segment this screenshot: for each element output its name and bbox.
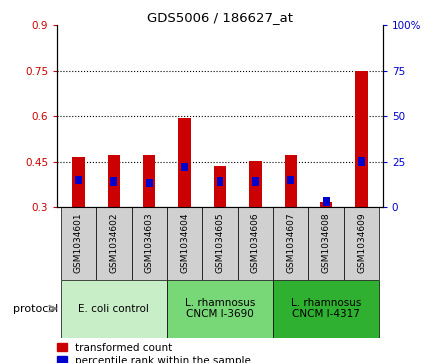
Text: GSM1034607: GSM1034607 <box>286 213 295 273</box>
FancyBboxPatch shape <box>132 207 167 280</box>
Bar <box>356 72 368 207</box>
Text: GSM1034604: GSM1034604 <box>180 213 189 273</box>
FancyBboxPatch shape <box>96 207 132 280</box>
Bar <box>178 118 191 207</box>
Bar <box>143 155 155 207</box>
Bar <box>181 163 188 171</box>
Bar <box>323 197 330 205</box>
Text: GSM1034601: GSM1034601 <box>74 213 83 273</box>
Bar <box>146 179 153 187</box>
FancyBboxPatch shape <box>238 207 273 280</box>
Text: E. coli control: E. coli control <box>78 303 149 314</box>
FancyBboxPatch shape <box>167 280 273 338</box>
Text: GSM1034606: GSM1034606 <box>251 213 260 273</box>
Bar <box>75 176 82 184</box>
FancyBboxPatch shape <box>308 207 344 280</box>
Text: protocol: protocol <box>13 303 58 314</box>
Text: L. rhamnosus
CNCM I-3690: L. rhamnosus CNCM I-3690 <box>185 298 255 319</box>
Bar <box>287 176 294 184</box>
Text: GSM1034608: GSM1034608 <box>322 213 331 273</box>
Text: GSM1034609: GSM1034609 <box>357 213 366 273</box>
Bar <box>216 178 224 185</box>
Bar <box>285 155 297 207</box>
FancyBboxPatch shape <box>273 280 379 338</box>
FancyBboxPatch shape <box>61 280 167 338</box>
Bar <box>358 158 365 166</box>
Text: GSM1034605: GSM1034605 <box>216 213 224 273</box>
Bar <box>249 160 262 207</box>
FancyBboxPatch shape <box>273 207 308 280</box>
Bar <box>252 178 259 185</box>
Title: GDS5006 / 186627_at: GDS5006 / 186627_at <box>147 11 293 24</box>
FancyBboxPatch shape <box>344 207 379 280</box>
FancyBboxPatch shape <box>167 207 202 280</box>
Bar <box>214 166 226 207</box>
Legend: transformed count, percentile rank within the sample: transformed count, percentile rank withi… <box>57 343 251 363</box>
Text: L. rhamnosus
CNCM I-4317: L. rhamnosus CNCM I-4317 <box>291 298 361 319</box>
Text: GSM1034603: GSM1034603 <box>145 213 154 273</box>
Bar <box>108 155 120 207</box>
Bar <box>110 178 117 185</box>
Text: GSM1034602: GSM1034602 <box>109 213 118 273</box>
FancyBboxPatch shape <box>61 207 96 280</box>
FancyBboxPatch shape <box>202 207 238 280</box>
Bar <box>72 157 84 207</box>
Bar <box>320 202 332 207</box>
